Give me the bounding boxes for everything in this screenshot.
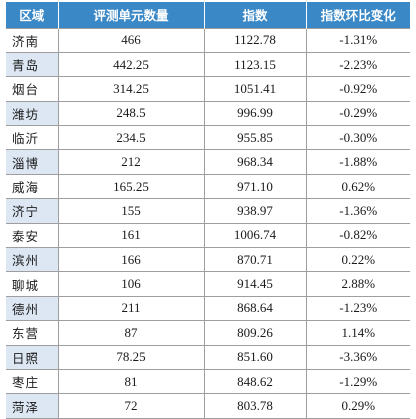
index-cell: 1051.41 (204, 76, 307, 102)
index-change-cell: -0.30% (306, 125, 410, 151)
index-change-cell: -1.36% (306, 198, 410, 224)
unit-count-cell: 161 (58, 223, 205, 249)
index-cell: 971.10 (204, 174, 307, 200)
table-row: 聊城 106 914.45 2.88% (6, 271, 410, 297)
index-change-cell: -1.23% (306, 296, 410, 322)
header-row: 区域 评测单元数量 指数 指数环比变化 (6, 2, 410, 28)
unit-count-cell: 466 (58, 27, 205, 53)
index-cell: 848.62 (204, 369, 307, 395)
region-cell: 威海 (6, 174, 59, 200)
region-index-table-container: 区域 评测单元数量 指数 指数环比变化 济南 466 1122.78 -1.31% 青岛… (6, 2, 410, 419)
table-row: 德州 211 868.64 -1.23% (6, 296, 410, 322)
table-row: 威海 165.25 971.10 0.62% (6, 174, 410, 200)
index-change-cell: -2.23% (306, 52, 410, 78)
unit-count-cell: 211 (58, 296, 205, 322)
region-cell: 德州 (6, 296, 59, 322)
header-region: 区域 (6, 2, 59, 28)
unit-count-cell: 248.5 (58, 101, 205, 127)
region-cell: 聊城 (6, 271, 59, 297)
table-row: 临沂 234.5 955.85 -0.30% (6, 125, 410, 151)
index-change-cell: -0.82% (306, 223, 410, 249)
region-cell: 滨州 (6, 247, 59, 273)
index-change-cell: 0.22% (306, 247, 410, 273)
region-cell: 济南 (6, 27, 59, 53)
index-change-cell: -3.36% (306, 345, 410, 370)
region-cell: 日照 (6, 345, 59, 370)
region-cell: 泰安 (6, 223, 59, 249)
index-cell: 868.64 (204, 296, 307, 322)
index-cell: 1122.78 (204, 27, 307, 53)
index-change-cell: 0.29% (306, 393, 410, 419)
table-row: 枣庄 81 848.62 -1.29% (6, 369, 410, 395)
index-cell: 938.97 (204, 198, 307, 224)
table-row: 潍坊 248.5 996.99 -0.29% (6, 101, 410, 127)
table-body: 济南 466 1122.78 -1.31% 青岛 442.25 1123.15 -2.23% 烟… (6, 27, 410, 419)
region-index-table: 区域 评测单元数量 指数 指数环比变化 济南 466 1122.78 -1.31% 青岛… (6, 2, 410, 419)
unit-count-cell: 314.25 (58, 76, 205, 102)
unit-count-cell: 72 (58, 393, 205, 419)
region-cell: 潍坊 (6, 101, 59, 127)
index-change-cell: -0.92% (306, 76, 410, 102)
region-cell: 东营 (6, 320, 59, 346)
index-cell: 996.99 (204, 101, 307, 127)
unit-count-cell: 234.5 (58, 125, 205, 151)
index-cell: 803.78 (204, 393, 307, 419)
table-row: 烟台 314.25 1051.41 -0.92% (6, 76, 410, 102)
header-index-change: 指数环比变化 (306, 2, 410, 28)
table-row: 济南 466 1122.78 -1.31% (6, 27, 410, 53)
table-row: 东营 87 809.26 1.14% (6, 320, 410, 346)
unit-count-cell: 166 (58, 247, 205, 273)
unit-count-cell: 81 (58, 369, 205, 395)
index-change-cell: 2.88% (306, 271, 410, 297)
table-row: 泰安 161 1006.74 -0.82% (6, 223, 410, 249)
table-row: 济宁 155 938.97 -1.36% (6, 198, 410, 224)
header-unit-count: 评测单元数量 (58, 2, 205, 28)
table-row: 淄博 212 968.34 -1.88% (6, 149, 410, 175)
table-row: 日照 78.25 851.60 -3.36% (6, 345, 410, 370)
unit-count-cell: 106 (58, 271, 205, 297)
index-change-cell: -1.88% (306, 149, 410, 175)
index-cell: 955.85 (204, 125, 307, 151)
table-row: 菏泽 72 803.78 0.29% (6, 393, 410, 419)
unit-count-cell: 212 (58, 149, 205, 175)
region-cell: 枣庄 (6, 369, 59, 395)
index-change-cell: 0.62% (306, 174, 410, 200)
index-cell: 914.45 (204, 271, 307, 297)
unit-count-cell: 165.25 (58, 174, 205, 200)
index-change-cell: -0.29% (306, 101, 410, 127)
region-cell: 青岛 (6, 52, 59, 78)
region-cell: 菏泽 (6, 393, 59, 419)
index-change-cell: 1.14% (306, 320, 410, 346)
table-row: 滨州 166 870.71 0.22% (6, 247, 410, 273)
region-cell: 淄博 (6, 149, 59, 175)
index-cell: 851.60 (204, 345, 307, 370)
header-index: 指数 (204, 2, 307, 28)
region-cell: 济宁 (6, 198, 59, 224)
index-cell: 968.34 (204, 149, 307, 175)
table-row: 青岛 442.25 1123.15 -2.23% (6, 52, 410, 78)
index-change-cell: -1.31% (306, 27, 410, 53)
index-change-cell: -1.29% (306, 369, 410, 395)
unit-count-cell: 442.25 (58, 52, 205, 78)
table-header: 区域 评测单元数量 指数 指数环比变化 (6, 2, 410, 28)
region-cell: 烟台 (6, 76, 59, 102)
region-cell: 临沂 (6, 125, 59, 151)
unit-count-cell: 87 (58, 320, 205, 346)
unit-count-cell: 78.25 (58, 345, 205, 370)
index-cell: 1006.74 (204, 223, 307, 249)
index-cell: 809.26 (204, 320, 307, 346)
index-cell: 1123.15 (204, 52, 307, 78)
unit-count-cell: 155 (58, 198, 205, 224)
index-cell: 870.71 (204, 247, 307, 273)
